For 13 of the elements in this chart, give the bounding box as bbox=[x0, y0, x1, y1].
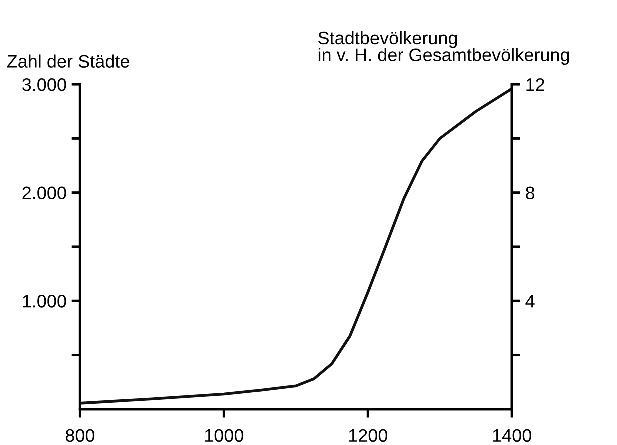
y2-tick-label: 12 bbox=[526, 78, 544, 92]
y2-tick-label: 8 bbox=[526, 186, 535, 200]
y-tick-label: 3.000 bbox=[22, 78, 66, 92]
y2-axis-title: Stadtbevölkerung in v. H. der Gesamtbevölkerung bbox=[318, 31, 570, 66]
x-tick-label: 1200 bbox=[349, 429, 388, 442]
line-series bbox=[80, 87, 512, 405]
x-tick-label: 800 bbox=[66, 429, 95, 442]
y2-tick-label: 4 bbox=[526, 295, 535, 308]
x-tick-label: 1000 bbox=[205, 429, 244, 442]
y-tick-label: 2.000 bbox=[22, 186, 66, 200]
x-tick-label: 1400 bbox=[493, 429, 532, 442]
y-axis-title: Zahl der Städte bbox=[7, 54, 130, 68]
y-tick-label: 1.000 bbox=[23, 295, 66, 308]
